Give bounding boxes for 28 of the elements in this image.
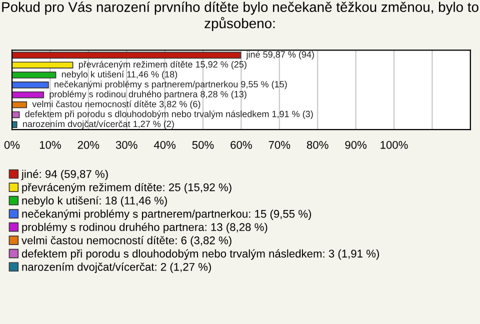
legend-label: jiné: 94 (59,87 %) <box>21 170 108 180</box>
x-tick-label: 30% <box>116 141 138 149</box>
data-label: nečekanými problémy s partnerem/partnerkou 9,55 % (15) <box>54 80 287 90</box>
legend-label: defektem při porodu s dlouhodobým nebo trvalým následkem: 3 (1,91 %) <box>22 249 379 260</box>
legend-label: převráceným režimem dítěte: 25 (15,92 %) <box>22 182 232 194</box>
x-tick-label: 40% <box>154 141 176 149</box>
legend-label: nečekanými problémy s partnerem/partnerkou: 15 (9,55 %) <box>22 209 312 220</box>
data-label: jiné 59,87 % (94) <box>246 50 314 60</box>
x-tick-label: 20% <box>78 141 100 149</box>
data-label: narozením dvojčat/vícerčat 1,27 % (2) <box>23 120 174 129</box>
data-label: převráceným režimem dítěte 15,92 % (25) <box>78 60 246 70</box>
x-tick-label: 0% <box>4 141 20 149</box>
legend-label: narozením dvojčat/vícerčat: 2 (1,27 %) <box>22 262 211 274</box>
x-tick-label: 100% <box>380 141 408 149</box>
legend-label: problémy s rodinou druhého partnera: 13 (8,28 %) <box>22 222 268 234</box>
data-label: nebylo k utišení 11,46 % (18) <box>62 70 178 80</box>
x-tick-label: 70% <box>268 141 290 149</box>
x-tick-label: 10% <box>40 141 61 149</box>
data-label: velmi častou nemocností dítěte 3,82 % (6) <box>32 100 200 110</box>
data-label: problémy s rodinou druhého partnera 8,28 % (13) <box>50 90 246 100</box>
x-tick-label: 50% <box>192 141 214 149</box>
x-tick-label: 60% <box>230 141 252 149</box>
x-tick-label: 80% <box>306 141 328 149</box>
x-tick-label: 90% <box>345 141 367 149</box>
chart-title: Pokud pro Vás narození prvního dítěte bylo nečekaně těžkou změnou, bylo to způsobeno: <box>2 2 478 32</box>
legend-label: velmi častou nemocností dítěte: 6 (3,82 %) <box>22 236 232 246</box>
legend-label: nebylo k utišení: 18 (11,46 %) <box>22 196 167 207</box>
data-label: defektem při porodu s dlouhodobým nebo trvalým následkem 1,91 % (3) <box>25 110 313 119</box>
